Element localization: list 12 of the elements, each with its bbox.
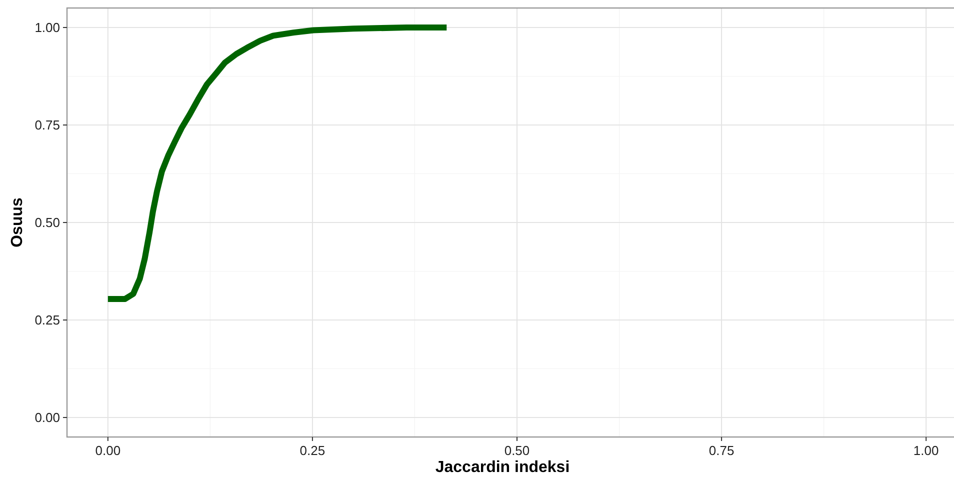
y-tick-label: 0.50 bbox=[34, 215, 60, 230]
x-tick-label: 0.25 bbox=[300, 443, 326, 458]
x-tick-label: 0.50 bbox=[504, 443, 530, 458]
x-tick-label: 0.75 bbox=[708, 443, 734, 458]
y-tick-label: 0.00 bbox=[34, 410, 60, 426]
y-tick-label: 0.25 bbox=[34, 312, 60, 328]
y-tick-label: 1.00 bbox=[34, 20, 60, 36]
y-tick-label: 0.75 bbox=[34, 118, 60, 133]
x-tick-label: 0.00 bbox=[95, 443, 121, 458]
x-tick-label: 1.00 bbox=[913, 443, 939, 458]
y-axis-title: Osuus bbox=[9, 198, 26, 248]
x-axis-title: Jaccardin indeksi bbox=[435, 459, 570, 476]
